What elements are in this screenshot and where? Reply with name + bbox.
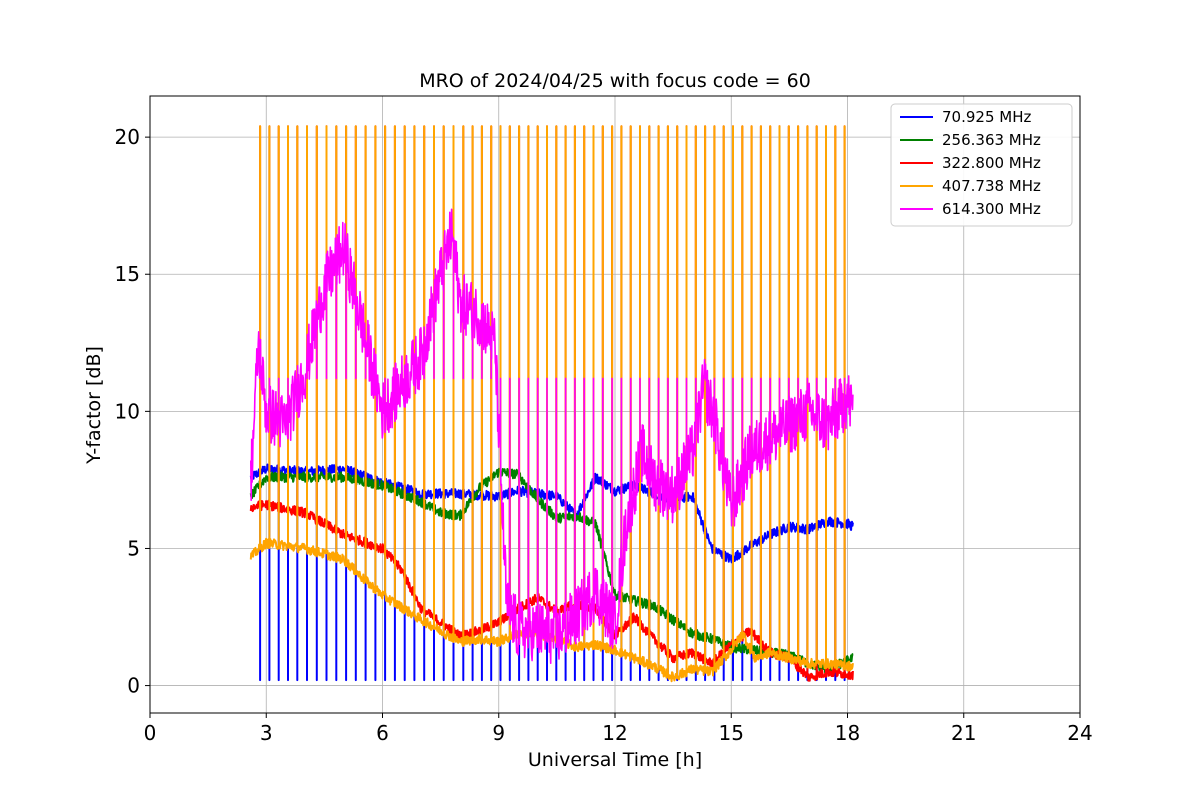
x-tick-label: 0 [144,721,157,745]
y-tick-label: 10 [115,399,140,423]
x-axis-label: Universal Time [h] [528,749,702,771]
y-axis-label: Y-factor [dB] [83,346,105,465]
y-tick-label: 15 [115,262,140,286]
x-tick-label: 24 [1067,721,1092,745]
y-tick-label: 0 [127,674,140,698]
y-tick-label: 20 [115,125,140,149]
legend-box [890,103,1073,227]
legend-entry: 322.800 MHz [942,154,1041,172]
x-tick-label: 18 [835,721,860,745]
x-tick-label: 9 [492,721,505,745]
x-tick-label: 3 [260,721,273,745]
chart-title: MRO of 2024/04/25 with focus code = 60 [419,70,811,92]
x-tick-label: 21 [951,721,976,745]
x-tick-label: 12 [602,721,627,745]
legend-entry: 70.925 MHz [942,108,1031,126]
legend-entry: 256.363 MHz [942,131,1041,149]
x-tick-label: 6 [376,721,389,745]
x-tick-label: 15 [719,721,744,745]
y-tick-label: 5 [127,536,140,560]
ticks: 0 3 6 9 12 15 18 21 24 0 5 10 15 20 [115,125,1093,745]
series-line [250,208,854,664]
legend-entry: 407.738 MHz [942,177,1041,195]
legend-entry: 614.300 MHz [942,200,1041,218]
legend: 70.925 MHz 256.363 MHz 322.800 MHz 407.7… [890,103,1073,227]
plot-area [249,125,854,683]
